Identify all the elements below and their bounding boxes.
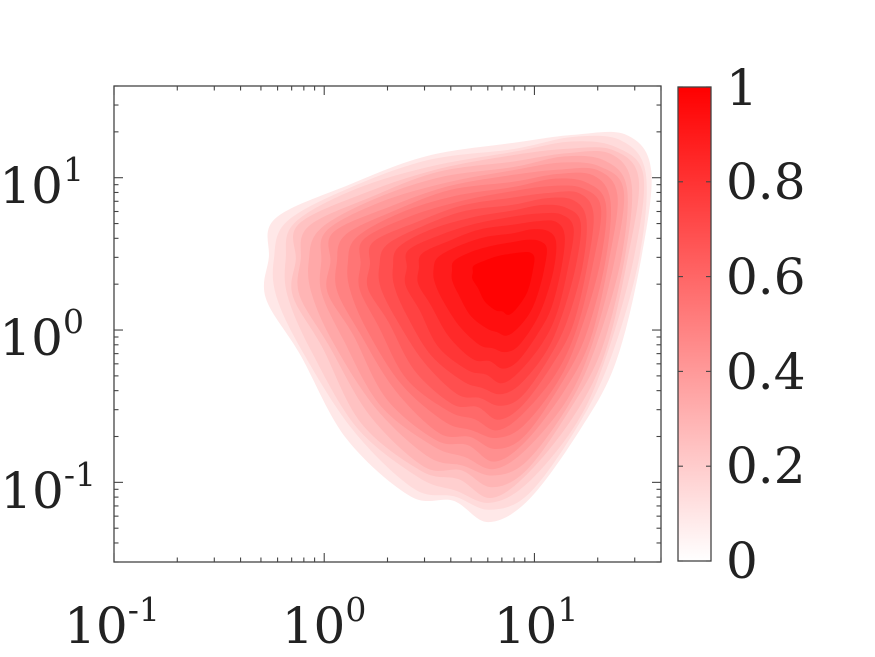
density-contours (263, 131, 652, 523)
colorbar-label-5: 1 (726, 59, 758, 117)
x-tick-label-0: 10-1 (64, 590, 160, 655)
y-tick-label-0: 10-1 (0, 455, 96, 520)
x-tick-labels: 10-1 100 101 (64, 590, 578, 655)
y-tick-labels: 10-1 100 101 (0, 150, 96, 520)
y-tick-label-1: 100 (0, 302, 84, 367)
x-tick-label-2: 101 (494, 590, 579, 655)
colorbar-label-3: 0.6 (726, 248, 806, 306)
y-tick-label-2: 101 (0, 150, 84, 215)
axis-ticks (113, 85, 662, 563)
colorbar-label-4: 0.8 (726, 153, 806, 211)
colorbar-gradient (677, 86, 712, 562)
x-tick-label-1: 100 (282, 590, 367, 655)
colorbar-label-0: 0 (726, 532, 758, 590)
colorbar-tick-labels: 0 0.2 0.4 0.6 0.8 1 (726, 59, 806, 590)
colorbar: 0 0.2 0.4 0.6 0.8 1 (677, 59, 806, 590)
contour-level-19 (472, 252, 535, 315)
colorbar-label-1: 0.2 (726, 437, 806, 495)
colorbar-ticks (678, 86, 711, 562)
colorbar-label-2: 0.4 (726, 343, 806, 401)
